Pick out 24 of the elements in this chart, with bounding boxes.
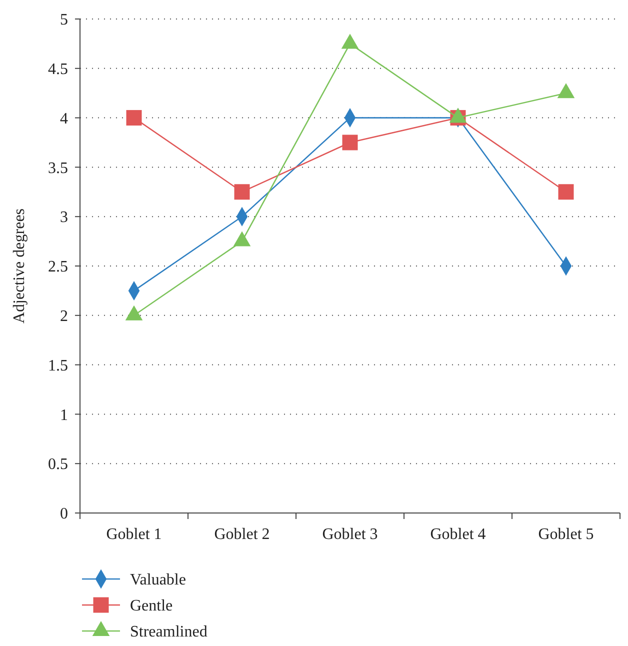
- y-tick-label: 5: [60, 12, 68, 29]
- point: [126, 110, 142, 126]
- y-tick-label: 4: [60, 110, 68, 128]
- y-tick-label: 1: [60, 406, 68, 424]
- y-tick-label: 4.5: [48, 61, 68, 78]
- y-axis-title: Adjective degrees: [11, 208, 28, 324]
- x-tick-label: Goblet 5: [538, 526, 594, 543]
- y-tick-label: 3: [60, 209, 68, 226]
- x-tick-label: Goblet 3: [322, 526, 378, 543]
- y-tick-label: 3.5: [48, 160, 68, 177]
- x-tick-label: Goblet 2: [214, 526, 270, 543]
- point: [342, 134, 358, 150]
- legend-label: Streamlined: [130, 624, 208, 641]
- y-tick-label: 2.5: [48, 258, 68, 276]
- y-tick-label: 0: [60, 506, 68, 523]
- y-tick-label: 0.5: [48, 456, 68, 474]
- point: [234, 184, 250, 200]
- y-tick-label: 1.5: [48, 357, 68, 374]
- y-tick-label: 2: [60, 308, 68, 325]
- x-tick-label: Goblet 1: [106, 526, 162, 543]
- legend-label: Gentle: [130, 598, 173, 615]
- point: [558, 184, 574, 200]
- legend-label: Valuable: [130, 572, 186, 589]
- x-tick-label: Goblet 4: [430, 526, 486, 543]
